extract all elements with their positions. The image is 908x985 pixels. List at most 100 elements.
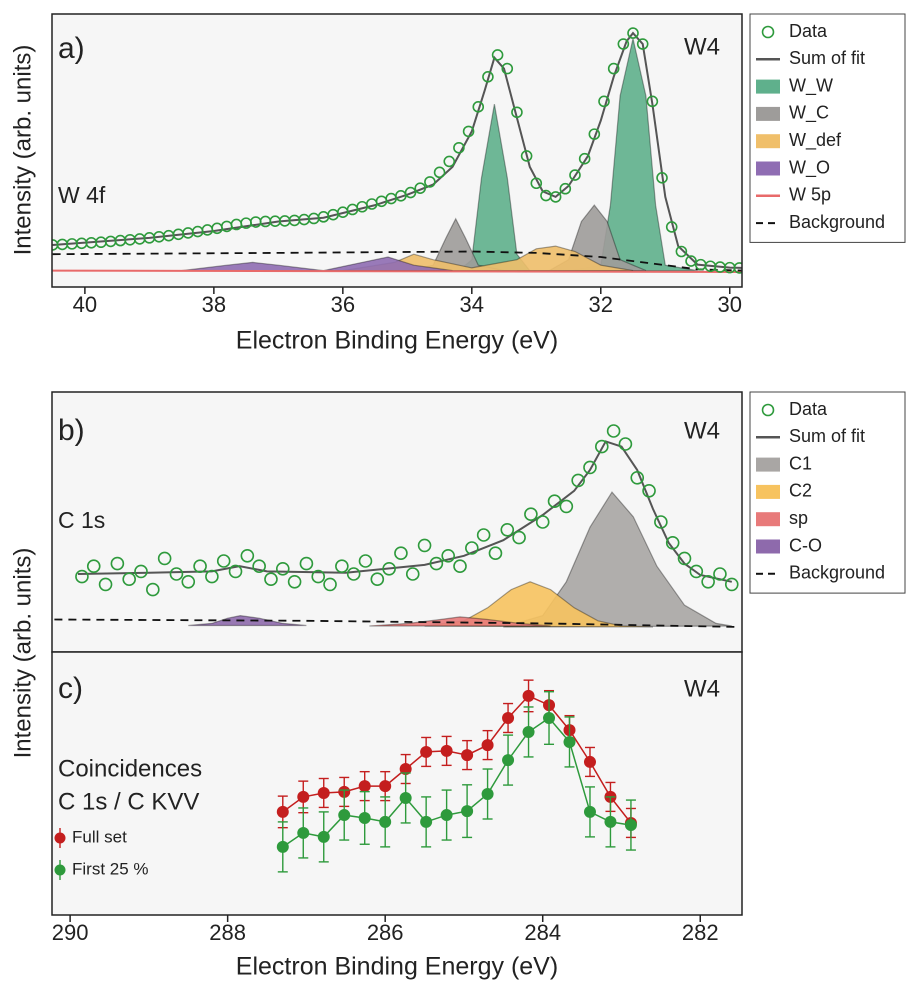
- data-point: [462, 125, 475, 138]
- data-point: [588, 128, 601, 140]
- data-point: [317, 786, 330, 799]
- data-point: [287, 574, 302, 589]
- component-area: [342, 245, 634, 272]
- data-point: [379, 815, 392, 828]
- legend-label: Background: [789, 563, 885, 583]
- data-point: [75, 569, 89, 584]
- data-point: [205, 569, 219, 584]
- data-point: [511, 106, 523, 119]
- data-point: [642, 483, 656, 498]
- data-point: [559, 182, 572, 195]
- data-point: [701, 574, 715, 589]
- data-point: [654, 515, 668, 529]
- data-point: [607, 62, 620, 75]
- data-point: [399, 763, 412, 776]
- data-point: [598, 95, 610, 108]
- data-point: [276, 805, 289, 818]
- data-point: [618, 437, 633, 451]
- data-point: [240, 548, 255, 563]
- annotation: W 4f: [58, 182, 106, 208]
- x-axis-label: Electron Binding Energy (eV): [236, 953, 558, 981]
- legend-label: W_W: [789, 75, 833, 96]
- data-point: [522, 689, 535, 702]
- data-point: [524, 507, 538, 522]
- fit-line: [52, 269, 742, 273]
- data-point: [488, 546, 503, 561]
- data-point: [630, 470, 645, 485]
- x-tick-label: 284: [524, 920, 561, 945]
- data-point: [675, 245, 688, 258]
- legend-box: [749, 13, 906, 243]
- data-point: [491, 49, 504, 61]
- legend-label: W_O: [789, 157, 830, 178]
- data-point: [724, 577, 739, 592]
- data-point: [399, 791, 412, 804]
- data-point: [276, 840, 289, 853]
- data-point: [252, 559, 266, 574]
- data-point: [297, 790, 310, 803]
- component-area: [424, 581, 654, 628]
- legend-label: Data: [789, 21, 828, 41]
- data-point: [461, 805, 474, 818]
- data-point: [169, 567, 184, 581]
- data-point: [677, 551, 692, 566]
- data-point: [405, 567, 420, 581]
- data-point: [394, 546, 408, 561]
- data-point: [297, 826, 310, 839]
- data-point: [453, 559, 467, 574]
- data-point: [617, 38, 630, 50]
- legend-swatch: [756, 484, 780, 499]
- data-point: [193, 559, 207, 574]
- data-point: [134, 564, 148, 579]
- data-point: [443, 155, 456, 168]
- annotation: b): [58, 414, 85, 447]
- data-point: [440, 744, 453, 757]
- x-tick-label: 290: [52, 920, 89, 945]
- data-point: [181, 574, 196, 589]
- data-point: [420, 815, 433, 828]
- background-line: [52, 250, 742, 272]
- data-point: [685, 255, 697, 267]
- legend-label: C1: [789, 453, 812, 473]
- data-point: [689, 564, 704, 579]
- plot-layer: [54, 424, 740, 628]
- data-point: [216, 554, 231, 568]
- data-point: [420, 745, 433, 758]
- data-point: [98, 577, 113, 592]
- data-point: [453, 141, 465, 154]
- data-point: [559, 499, 574, 514]
- data-point: [414, 182, 427, 194]
- data-point: [656, 172, 668, 184]
- data-point: [228, 564, 243, 579]
- annotation: c): [58, 672, 83, 705]
- data-point: [512, 530, 526, 545]
- legend-swatch: [756, 539, 780, 554]
- legend-label: Data: [789, 399, 828, 419]
- data-point: [440, 809, 453, 822]
- y-axis-label: Intensity (arb. units): [9, 45, 36, 256]
- x-axis-label: Electron Binding Energy (eV): [236, 327, 558, 355]
- data-point: [424, 176, 436, 188]
- annotation: C 1s: [58, 507, 105, 533]
- data-point: [146, 582, 160, 597]
- data-point: [482, 70, 494, 83]
- x-tick-label: 282: [682, 920, 719, 945]
- data-point: [264, 572, 278, 587]
- legend-label: W 5p: [789, 185, 831, 205]
- data-point: [583, 460, 597, 475]
- annotation: W4: [684, 33, 720, 60]
- data-point: [429, 556, 444, 571]
- data-point: [338, 809, 351, 822]
- annotation: Coincidences: [58, 755, 202, 782]
- x-tick-label: 38: [202, 292, 226, 317]
- data-point: [636, 38, 649, 50]
- data-point: [346, 567, 361, 581]
- legend-label: Full set: [72, 827, 127, 846]
- legend-marker: [54, 832, 66, 844]
- legend-label: Background: [789, 212, 885, 232]
- data-point: [604, 815, 617, 828]
- legend-label: Sum of fit: [789, 48, 865, 68]
- data-point: [476, 528, 491, 542]
- data-point: [86, 559, 101, 574]
